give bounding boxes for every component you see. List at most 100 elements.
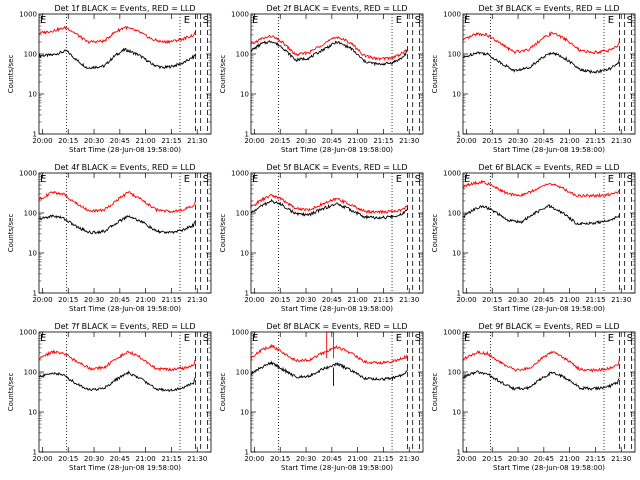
chart-panel-3: Det 3f BLACK = Events, RED = LLD Start Ti… [431, 4, 636, 154]
x-tick-label: 20:00 [244, 455, 264, 463]
event-marker: E [40, 15, 46, 26]
events-series-line [38, 47, 196, 70]
event-marker: E [40, 174, 46, 185]
y-tick-label: 10 [28, 91, 37, 99]
y-axis-label: Counts/sec [7, 214, 15, 253]
event-marker: S [415, 333, 421, 344]
y-tick-label: 1 [457, 290, 461, 298]
event-marker: S [415, 174, 421, 185]
x-tick-label: 20:00 [32, 296, 52, 304]
x-tick-label: 21:30 [399, 455, 419, 463]
y-tick-label: 10 [28, 409, 37, 417]
x-axis-label: Start Time (28-Jun-08 19:58:00) [493, 146, 605, 154]
x-tick-label: 20:30 [84, 455, 104, 463]
x-tick-label: 21:00 [136, 296, 156, 304]
x-tick-label: 20:45 [534, 296, 554, 304]
x-tick-label: 21:30 [399, 137, 419, 145]
y-tick-label: 1000 [19, 11, 37, 19]
x-tick-label: 20:30 [508, 137, 528, 145]
x-tick-label: 21:15 [585, 296, 605, 304]
y-axis-label: Counts/sec [219, 214, 227, 253]
x-tick-label: 20:30 [296, 137, 316, 145]
y-tick-label: 1 [33, 290, 37, 298]
event-marker: E [40, 333, 46, 344]
x-tick-label: 21:30 [611, 137, 631, 145]
x-tick-label: 20:30 [84, 296, 104, 304]
x-axis-label: Start Time (28-Jun-08 19:58:00) [69, 305, 181, 313]
event-marker: E [608, 15, 614, 26]
lld-series-line [462, 179, 620, 199]
events-series-line [250, 360, 408, 381]
x-tick-label: 21:30 [187, 137, 207, 145]
y-tick-label: 1 [457, 131, 461, 139]
x-axis-label: Start Time (28-Jun-08 19:58:00) [281, 305, 393, 313]
x-tick-label: 21:15 [161, 137, 181, 145]
x-tick-label: 20:00 [456, 455, 476, 463]
plot-frame [38, 13, 212, 135]
event-marker: S [415, 15, 421, 26]
y-tick-label: 100 [236, 210, 249, 218]
x-tick-label: 21:15 [585, 455, 605, 463]
x-tick-label: 21:00 [136, 455, 156, 463]
event-marker: E [252, 15, 258, 26]
x-tick-label: 20:30 [508, 455, 528, 463]
y-tick-label: 1000 [231, 329, 249, 337]
x-tick-label: 21:00 [348, 137, 368, 145]
plot-frame [38, 331, 212, 453]
y-tick-label: 10 [452, 250, 461, 258]
y-tick-label: 100 [24, 210, 37, 218]
x-tick-label: 21:15 [585, 137, 605, 145]
plot-frame [38, 172, 212, 294]
y-tick-label: 10 [452, 409, 461, 417]
lld-series-line [462, 31, 620, 55]
y-tick-label: 1000 [443, 329, 461, 337]
x-tick-label: 21:30 [611, 296, 631, 304]
y-tick-label: 10 [452, 91, 461, 99]
y-tick-label: 1 [245, 290, 249, 298]
y-axis-label: Counts/sec [431, 214, 439, 253]
y-tick-label: 100 [448, 369, 461, 377]
events-series-line [462, 370, 620, 391]
x-tick-label: 20:45 [322, 296, 342, 304]
y-tick-label: 100 [24, 369, 37, 377]
y-tick-label: 10 [240, 250, 249, 258]
x-tick-label: 20:45 [322, 455, 342, 463]
x-axis-label: Start Time (28-Jun-08 19:58:00) [493, 305, 605, 313]
event-marker: E [252, 333, 258, 344]
x-axis-label: Start Time (28-Jun-08 19:58:00) [493, 464, 605, 472]
events-series-line [38, 214, 196, 235]
x-tick-label: 20:30 [296, 296, 316, 304]
chart-panel-5: Det 5f BLACK = Events, RED = LLD Start Ti… [219, 163, 424, 313]
x-tick-label: 20:15 [482, 455, 502, 463]
lld-series-line [250, 344, 408, 365]
events-series-line [462, 203, 620, 226]
x-tick-label: 21:30 [187, 296, 207, 304]
x-tick-label: 20:45 [110, 455, 130, 463]
event-marker: E [396, 333, 402, 344]
plot-frame [250, 172, 424, 294]
y-tick-label: 10 [28, 250, 37, 258]
lld-series-line [250, 193, 408, 215]
x-tick-label: 21:15 [373, 296, 393, 304]
events-series-line [38, 370, 196, 393]
plot-frame [250, 331, 424, 453]
y-axis-label: Counts/sec [7, 373, 15, 412]
y-tick-label: 100 [236, 369, 249, 377]
x-tick-label: 20:15 [270, 296, 290, 304]
x-tick-label: 20:15 [270, 455, 290, 463]
chart-title: Det 8f BLACK = Events, RED = LLD [266, 322, 407, 331]
event-marker: E [464, 174, 470, 185]
plot-frame [462, 13, 636, 135]
event-marker: S [627, 174, 633, 185]
chart-title: Det 3f BLACK = Events, RED = LLD [478, 4, 619, 13]
lld-series-line [38, 25, 196, 45]
event-marker: S [627, 15, 633, 26]
y-tick-label: 1000 [231, 11, 249, 19]
event-marker: E [608, 174, 614, 185]
chart-panel-8: Det 8f BLACK = Events, RED = LLD Start Ti… [219, 322, 424, 472]
x-tick-label: 21:00 [136, 137, 156, 145]
x-tick-label: 21:15 [161, 296, 181, 304]
lld-series-line [38, 349, 196, 372]
event-marker: E [396, 15, 402, 26]
x-tick-label: 20:15 [482, 296, 502, 304]
